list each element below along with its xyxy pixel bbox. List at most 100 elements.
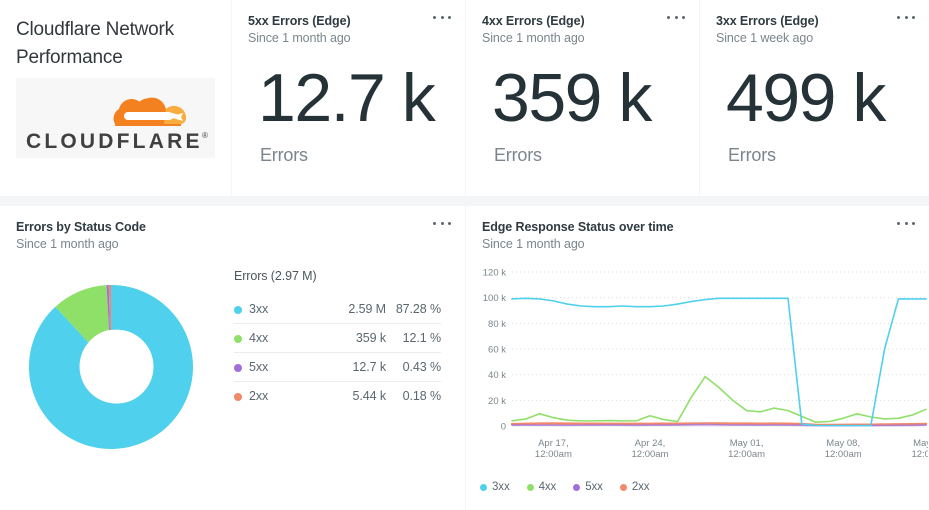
y-axis-tick-label: 60 k [488,345,506,356]
legend-row-value: 359 k [320,323,386,353]
panel-edge-response-status-over-time: Edge Response Status over time Since 1 m… [466,206,929,510]
legend-color-dot-4xx [234,335,242,343]
y-axis-tick-label: 40 k [488,370,506,381]
y-axis-tick-label: 20 k [488,396,506,407]
panel-menu-icon[interactable] [433,16,451,30]
legend-row-percent: 0.43 % [386,352,441,382]
line-panel-header: Edge Response Status over time Since 1 m… [482,219,915,253]
line-chart-legend: 3xx 4xx 5xx 2xx [480,481,650,493]
panel-menu-icon[interactable] [667,16,685,30]
dashboard-row-top: Cloudflare Network Performance CLOUDFLAR… [0,0,929,196]
dashboard-row-bottom: Errors by Status Code Since 1 month ago [0,206,929,510]
y-axis-tick-label: 100 k [483,293,506,304]
legend-color-dot-4xx [526,484,534,491]
stat-card-unit: Errors [260,145,308,165]
line-series-4xx[interactable] [511,375,927,423]
table-row[interactable]: 4xx 359 k 12.1 % [234,323,441,353]
donut-legend-heading: Errors (2.97 M) [234,269,317,283]
legend-row-percent: 0.18 % [402,389,441,403]
x-axis-tick-label: May 01, [730,438,764,449]
legend-color-dot-3xx [480,484,487,491]
panel-errors-by-status-code: Errors by Status Code Since 1 month ago [0,206,465,510]
x-axis-tick-label: 12:00am [535,449,572,460]
line-panel-subtitle: Since 1 month ago [482,237,585,251]
legend-color-dot-2xx [234,393,242,401]
stat-card-value: 499 k [726,60,886,136]
x-axis-tick-label: 12:00am [825,449,862,460]
line-series-3xx[interactable] [511,297,927,427]
stat-card-title: 5xx Errors (Edge) [248,14,351,28]
stat-card-subtitle: Since 1 week ago [716,31,814,45]
line-panel-title: Edge Response Status over time [482,220,674,234]
donut-panel-title: Errors by Status Code [16,220,146,234]
table-row[interactable]: 3xx 2.59 M 87.28 % [234,295,441,324]
line-chart[interactable]: 0 20 k 40 k 60 k 80 k 100 k 120 k Apr 17, 12:00a… [478,264,928,476]
panel-menu-icon[interactable] [433,222,451,236]
stat-card-header: 4xx Errors (Edge) Since 1 month ago [482,13,685,47]
stat-card-value: 12.7 k [258,60,436,136]
stat-card-value: 359 k [492,60,652,136]
panel-menu-icon[interactable] [897,222,915,236]
donut-slice-3xx[interactable] [28,285,193,449]
line-series-2xx[interactable] [510,422,928,427]
stat-card-subtitle: Since 1 month ago [248,31,351,45]
donut-legend-table: 3xx 2.59 M 87.28 % 4xx 359 k 12.1 % [234,295,441,410]
legend-item-2xx[interactable]: 2xx [619,481,650,493]
legend-color-dot-5xx [234,364,242,372]
stat-card-header: 5xx Errors (Edge) Since 1 month ago [248,13,451,47]
donut-legend: Errors (2.97 M) 3xx 2.59 M 87.28 % 4xx 3… [234,269,449,410]
stat-card-unit: Errors [494,145,542,165]
panel-board-title: Cloudflare Network Performance CLOUDFLAR… [0,0,231,196]
legend-row-value: 5.44 k [352,389,387,403]
donut-panel-subtitle: Since 1 month ago [16,237,119,251]
x-axis-tick-label: 12:00am [632,449,669,460]
stat-card-title: 4xx Errors (Edge) [482,14,585,28]
stat-card-5xx: 5xx Errors (Edge) Since 1 month ago 12.7… [232,0,465,196]
table-row[interactable]: 2xx 5.44 k 0.18 % [234,382,441,411]
x-axis-tick-label: May 1 [913,438,928,449]
cloudflare-logo: CLOUDFLARE ® [16,78,215,158]
stat-card-title: 3xx Errors (Edge) [716,14,819,28]
donut-panel-header: Errors by Status Code Since 1 month ago [16,219,451,253]
donut-chart[interactable] [8,272,213,462]
legend-item-5xx[interactable]: 5xx [573,481,603,493]
svg-text:CLOUDFLARE: CLOUDFLARE [26,130,203,153]
legend-row-value: 2.59 M [320,295,386,324]
stat-card-header: 3xx Errors (Edge) Since 1 week ago [716,13,915,47]
legend-row-name: 4xx [234,323,320,353]
legend-row-name: 5xx [234,352,320,382]
y-axis-tick-label: 120 k [483,268,506,279]
x-axis-tick-label: Apr 24, [635,438,666,449]
legend-color-dot-2xx [619,484,627,491]
legend-color-dot-5xx [573,484,581,491]
donut-slice-5xx[interactable] [106,285,110,331]
legend-color-dot-3xx [234,306,242,314]
legend-row-percent: 12.1 % [386,323,441,353]
y-axis-tick-label: 80 k [488,319,506,330]
page-title: Cloudflare Network Performance [16,19,174,68]
table-row[interactable]: 5xx 12.7 k 0.43 % [234,352,441,382]
panel-menu-icon[interactable] [897,16,915,30]
svg-text:®: ® [202,131,208,140]
x-axis-tick-label: Apr 17, [538,438,569,449]
legend-row-percent: 87.28 % [386,295,441,324]
stat-card-subtitle: Since 1 month ago [482,31,585,45]
legend-row-name: 2xx [234,382,320,411]
donut-slice-4xx[interactable] [55,285,109,343]
cloudflare-logo-icon: CLOUDFLARE ® [16,78,215,158]
legend-row-value: 12.7 k [320,352,386,382]
legend-item-3xx[interactable]: 3xx [480,481,510,493]
y-axis-tick-label: 0 [501,422,506,433]
x-axis-tick-label: May 08, [826,438,860,449]
legend-item-4xx[interactable]: 4xx [526,481,556,493]
donut-slice-2xx[interactable] [108,285,111,331]
stat-card-4xx: 4xx Errors (Edge) Since 1 month ago 359 … [466,0,699,196]
donut-chart-svg [28,285,193,449]
stat-card-unit: Errors [728,145,776,165]
x-axis-tick-label: 12:00a [911,449,928,460]
stat-card-3xx: 3xx Errors (Edge) Since 1 week ago 499 k… [700,0,929,196]
x-axis-tick-label: 12:00am [728,449,765,460]
legend-row-name: 3xx [234,295,320,324]
